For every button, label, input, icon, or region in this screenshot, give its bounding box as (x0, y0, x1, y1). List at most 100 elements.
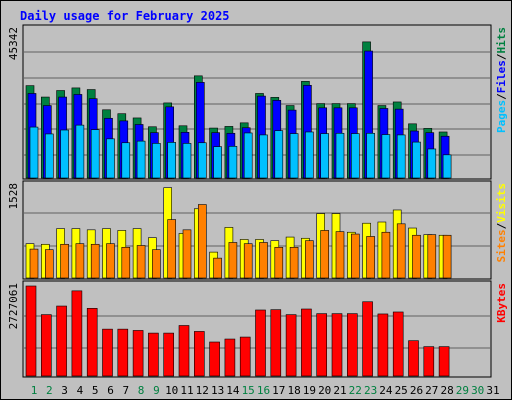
visits-sites-sites-bar-8 (136, 245, 146, 279)
kbytes-kbytes-bar-22 (346, 313, 358, 377)
x-tick-label-19: 19 (303, 384, 316, 397)
hits-files-pages-pages-bar-16 (259, 134, 268, 179)
hits-files-pages-pages-bar-22 (350, 133, 360, 179)
panel-1-ymax-label: 45342 (7, 27, 20, 60)
kbytes-kbytes-bar-16 (255, 309, 266, 377)
visits-sites-sites-bar-13 (213, 257, 222, 279)
visits-sites-sites-bar-14 (228, 242, 238, 279)
visits-sites-sites-bar-18 (289, 246, 299, 279)
hits-files-pages-pages-bar-19 (305, 131, 314, 179)
hits-files-pages-pages-bar-20 (320, 133, 330, 179)
x-tick-label-13: 13 (211, 384, 224, 397)
kbytes-kbytes-bar-17 (270, 309, 282, 377)
panel-3-legend: KBytes (495, 283, 508, 323)
hits-files-pages-pages-bar-15 (243, 132, 253, 179)
x-tick-label-25: 25 (395, 384, 408, 397)
visits-sites-sites-bar-7 (121, 246, 131, 279)
panel-1-legend: Pages/Files/Hits (495, 27, 508, 133)
kbytes-kbytes-bar-5 (86, 308, 98, 377)
kbytes-kbytes-bar-12 (194, 331, 205, 377)
panel-2-ymax-label: 1528 (7, 183, 20, 210)
chart-title: Daily usage for February 2025 (20, 9, 230, 23)
legend-visits: Visits (495, 183, 508, 223)
kbytes-kbytes-bar-26 (408, 340, 419, 377)
visits-sites-sites-bar-6 (106, 243, 115, 279)
hits-files-pages-pages-bar-21 (335, 132, 345, 179)
hits-files-pages-pages-bar-12 (198, 142, 207, 179)
panel-2-legend: Sites/Visits (495, 183, 508, 263)
hits-files-pages-pages-bar-18 (289, 133, 299, 179)
legend-kbytes: KBytes (495, 283, 508, 323)
kbytes-kbytes-bar-27 (423, 346, 435, 377)
x-tick-label-9: 9 (153, 384, 160, 397)
hits-files-pages-pages-bar-7 (121, 142, 131, 179)
x-tick-label-18: 18 (287, 384, 300, 397)
kbytes-kbytes-bar-13 (209, 341, 220, 377)
hits-files-pages-pages-bar-6 (106, 138, 115, 179)
x-tick-label-5: 5 (92, 384, 99, 397)
hits-files-pages-pages-bar-17 (274, 130, 284, 179)
visits-sites-sites-bar-12 (198, 204, 207, 279)
visits-sites-sites-bar-25 (396, 223, 406, 279)
legend-pages: Pages (495, 100, 508, 133)
legend-sites: Sites (495, 229, 508, 262)
kbytes-kbytes-bar-4 (71, 290, 83, 377)
x-tick-label-11: 11 (180, 384, 193, 397)
legend-separator: / (495, 93, 508, 100)
x-tick-label-14: 14 (226, 384, 240, 397)
visits-sites-sites-bar-16 (259, 242, 268, 279)
x-tick-label-12: 12 (196, 384, 209, 397)
legend-separator: / (495, 53, 508, 60)
visits-sites-sites-bar-20 (320, 230, 330, 279)
x-tick-label-26: 26 (410, 384, 423, 397)
x-tick-label-6: 6 (107, 384, 114, 397)
kbytes-kbytes-bar-14 (224, 338, 236, 377)
kbytes-kbytes-bar-24 (377, 313, 389, 377)
hits-files-pages-pages-bar-23 (366, 132, 375, 179)
visits-sites-sites-bar-10 (167, 219, 176, 279)
hits-files-pages-pages-bar-3 (60, 129, 69, 179)
x-tick-label-1: 1 (31, 384, 38, 397)
hits-files-pages-pages-bar-2 (44, 133, 54, 179)
visits-sites-sites-bar-9 (152, 249, 161, 279)
hits-files-pages-pages-bar-5 (90, 129, 100, 179)
x-tick-label-22: 22 (349, 384, 362, 397)
x-tick-label-24: 24 (379, 384, 393, 397)
visits-sites-sites-bar-21 (335, 231, 345, 279)
visits-sites-sites-bar-23 (366, 236, 375, 279)
kbytes-kbytes-bar-10 (163, 332, 174, 377)
hits-files-pages-pages-bar-9 (152, 143, 161, 179)
kbytes-kbytes-bar-19 (301, 308, 312, 377)
x-tick-label-3: 3 (61, 384, 68, 397)
x-tick-label-2: 2 (46, 384, 53, 397)
x-tick-label-30: 30 (471, 384, 484, 397)
visits-sites-sites-bar-2 (44, 249, 54, 279)
kbytes-kbytes-bar-7 (117, 328, 129, 377)
hits-files-pages-pages-bar-11 (182, 143, 192, 179)
kbytes-kbytes-bar-15 (239, 336, 251, 377)
x-tick-label-29: 29 (456, 384, 469, 397)
visits-sites-sites-bar-17 (274, 246, 284, 279)
x-tick-label-27: 27 (425, 384, 438, 397)
hits-files-pages-pages-bar-26 (412, 141, 421, 179)
hits-files-pages-pages-bar-4 (75, 124, 85, 179)
x-tick-label-16: 16 (257, 384, 270, 397)
kbytes-kbytes-bar-1 (25, 285, 37, 377)
hits-files-pages-pages-bar-13 (213, 146, 222, 179)
x-tick-label-20: 20 (318, 384, 331, 397)
visits-sites-sites-bar-22 (350, 233, 360, 279)
panel-3-ymax-label: 2727061 (7, 283, 20, 329)
hits-files-pages-pages-bar-24 (381, 134, 391, 179)
x-tick-label-23: 23 (364, 384, 377, 397)
visits-sites-sites-bar-19 (305, 240, 314, 279)
x-tick-label-21: 21 (333, 384, 346, 397)
kbytes-kbytes-bar-21 (331, 313, 343, 377)
hits-files-pages-pages-bar-27 (427, 148, 437, 179)
visits-sites-sites-bar-28 (442, 234, 452, 279)
kbytes-kbytes-bar-23 (362, 301, 373, 377)
visits-sites-sites-bar-24 (381, 231, 391, 279)
kbytes-kbytes-bar-25 (392, 311, 404, 377)
legend-files: Files (495, 60, 508, 93)
